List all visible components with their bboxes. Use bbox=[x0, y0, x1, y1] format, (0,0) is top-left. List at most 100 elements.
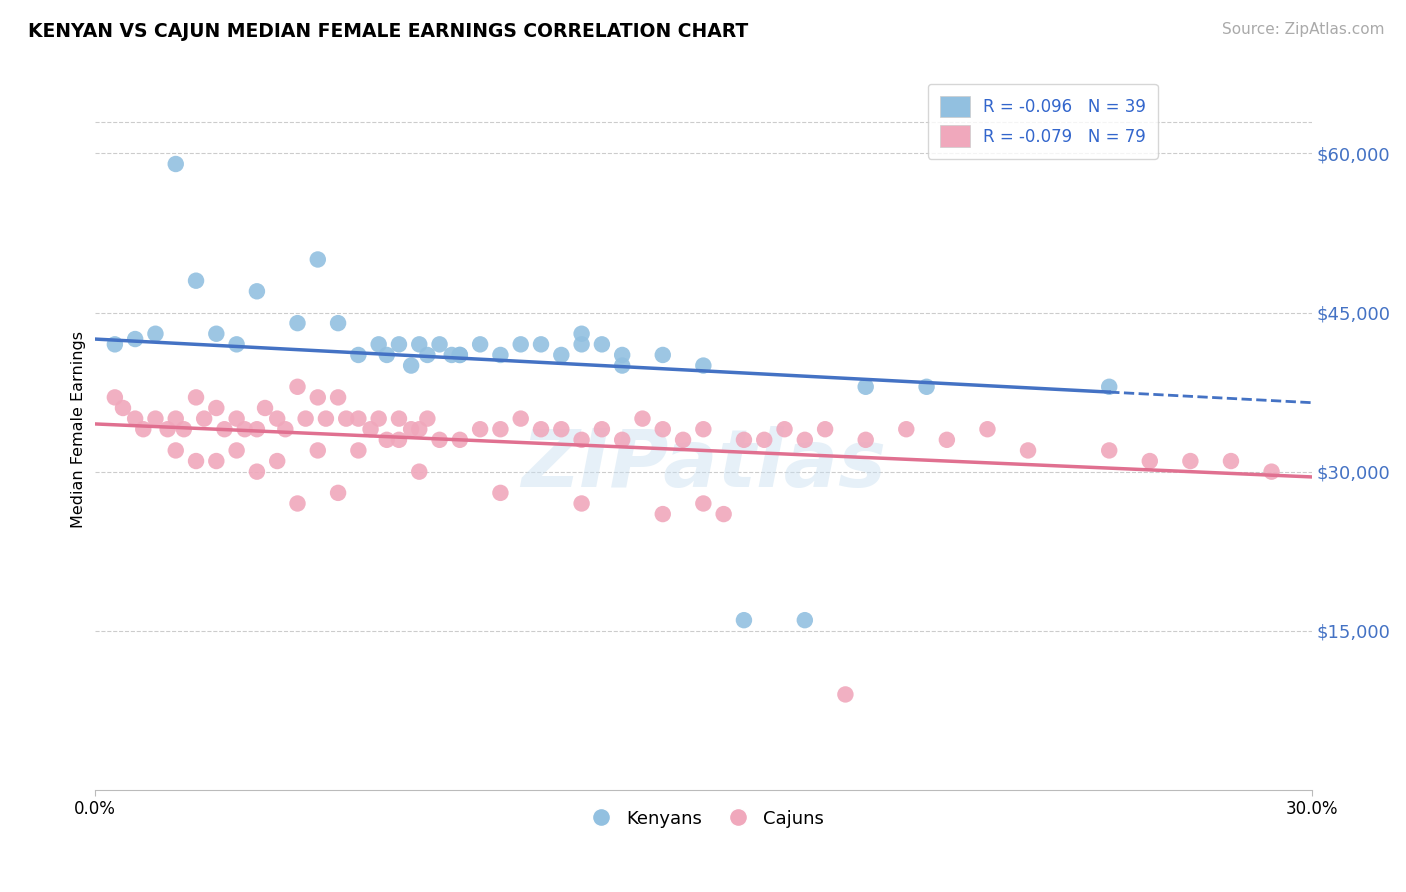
Point bbox=[388, 433, 411, 447]
Point bbox=[156, 422, 179, 436]
Point bbox=[591, 422, 613, 436]
Point bbox=[692, 422, 714, 436]
Point bbox=[254, 401, 277, 415]
Point bbox=[124, 411, 146, 425]
Point bbox=[1220, 454, 1243, 468]
Point bbox=[225, 443, 247, 458]
Point bbox=[449, 348, 471, 362]
Point bbox=[793, 613, 815, 627]
Point bbox=[550, 348, 572, 362]
Point bbox=[104, 391, 127, 405]
Point bbox=[184, 391, 207, 405]
Point bbox=[489, 422, 512, 436]
Point bbox=[367, 337, 389, 351]
Point bbox=[408, 422, 430, 436]
Point bbox=[692, 359, 714, 373]
Point bbox=[173, 422, 195, 436]
Legend: Kenyans, Cajuns: Kenyans, Cajuns bbox=[575, 803, 831, 835]
Point bbox=[571, 433, 593, 447]
Point bbox=[571, 337, 593, 351]
Point bbox=[287, 380, 309, 394]
Point bbox=[307, 391, 329, 405]
Point bbox=[935, 433, 957, 447]
Point bbox=[375, 348, 398, 362]
Point bbox=[672, 433, 695, 447]
Point bbox=[214, 422, 236, 436]
Point bbox=[416, 411, 439, 425]
Point bbox=[145, 326, 167, 341]
Point bbox=[733, 433, 755, 447]
Point bbox=[468, 422, 491, 436]
Point bbox=[834, 688, 856, 702]
Point bbox=[165, 443, 187, 458]
Point bbox=[440, 348, 463, 362]
Point bbox=[429, 433, 451, 447]
Point bbox=[205, 454, 228, 468]
Point bbox=[612, 348, 634, 362]
Point bbox=[1098, 443, 1121, 458]
Point bbox=[793, 433, 815, 447]
Point bbox=[612, 359, 634, 373]
Point bbox=[375, 433, 398, 447]
Point bbox=[294, 411, 316, 425]
Text: KENYAN VS CAJUN MEDIAN FEMALE EARNINGS CORRELATION CHART: KENYAN VS CAJUN MEDIAN FEMALE EARNINGS C… bbox=[28, 22, 748, 41]
Point bbox=[145, 411, 167, 425]
Point bbox=[104, 337, 127, 351]
Point bbox=[399, 359, 422, 373]
Point bbox=[205, 326, 228, 341]
Point bbox=[408, 337, 430, 351]
Point bbox=[225, 411, 247, 425]
Point bbox=[416, 348, 439, 362]
Text: Source: ZipAtlas.com: Source: ZipAtlas.com bbox=[1222, 22, 1385, 37]
Point bbox=[692, 496, 714, 510]
Point bbox=[530, 422, 553, 436]
Point bbox=[651, 422, 673, 436]
Point bbox=[1260, 465, 1282, 479]
Point bbox=[631, 411, 654, 425]
Point bbox=[1139, 454, 1161, 468]
Point bbox=[1098, 380, 1121, 394]
Point bbox=[165, 411, 187, 425]
Point bbox=[489, 486, 512, 500]
Point bbox=[814, 422, 837, 436]
Point bbox=[976, 422, 998, 436]
Point bbox=[360, 422, 382, 436]
Point bbox=[307, 252, 329, 267]
Point bbox=[326, 391, 349, 405]
Point bbox=[347, 411, 370, 425]
Point bbox=[347, 348, 370, 362]
Point bbox=[184, 454, 207, 468]
Point bbox=[449, 348, 471, 362]
Point bbox=[509, 411, 531, 425]
Point bbox=[205, 401, 228, 415]
Point bbox=[266, 411, 288, 425]
Point bbox=[225, 337, 247, 351]
Point bbox=[429, 337, 451, 351]
Point bbox=[509, 337, 531, 351]
Point bbox=[233, 422, 256, 436]
Point bbox=[266, 454, 288, 468]
Point bbox=[246, 422, 269, 436]
Point bbox=[111, 401, 134, 415]
Point bbox=[550, 422, 572, 436]
Y-axis label: Median Female Earnings: Median Female Earnings bbox=[72, 331, 86, 528]
Point bbox=[468, 337, 491, 351]
Text: ZIPatlas: ZIPatlas bbox=[520, 426, 886, 504]
Point bbox=[855, 380, 877, 394]
Point bbox=[165, 157, 187, 171]
Point bbox=[1180, 454, 1202, 468]
Point bbox=[326, 486, 349, 500]
Point bbox=[193, 411, 215, 425]
Point bbox=[530, 337, 553, 351]
Point bbox=[773, 422, 796, 436]
Point bbox=[246, 285, 269, 299]
Point bbox=[124, 332, 146, 346]
Point bbox=[855, 433, 877, 447]
Point bbox=[408, 465, 430, 479]
Point bbox=[651, 348, 673, 362]
Point bbox=[326, 316, 349, 330]
Point bbox=[754, 433, 776, 447]
Point bbox=[399, 422, 422, 436]
Point bbox=[571, 326, 593, 341]
Point bbox=[307, 443, 329, 458]
